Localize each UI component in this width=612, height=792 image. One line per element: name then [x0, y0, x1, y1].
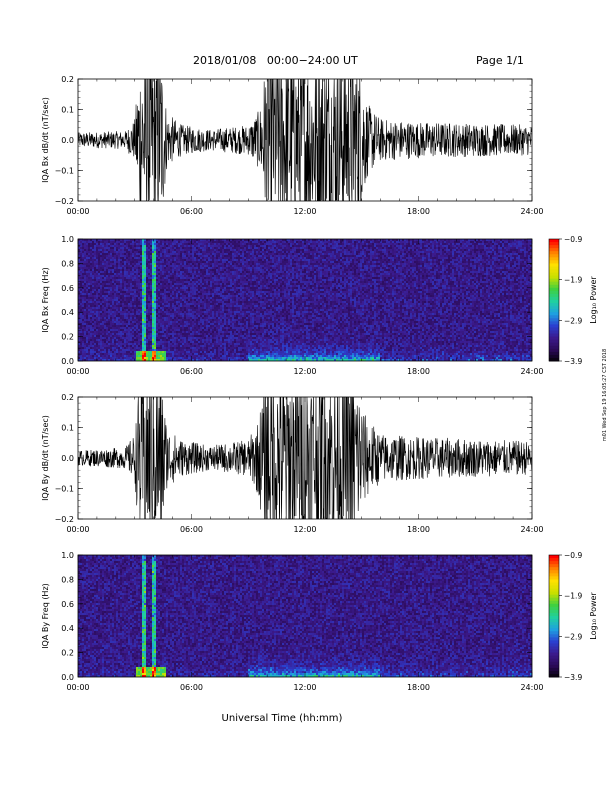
- x-tick-label: 00:00: [66, 367, 89, 376]
- date-range-title: 2018/01/08 00:00−24:00 UT: [193, 54, 358, 67]
- y-tick-label: −0.1: [55, 167, 74, 176]
- panel-4: [77, 554, 562, 678]
- x-tick-label: 18:00: [407, 367, 430, 376]
- x-tick-label: 24:00: [520, 525, 543, 534]
- y-tick-label: 1.0: [61, 551, 74, 560]
- y-tick-label: 0.0: [61, 357, 74, 366]
- colorbar-label: Log₁₀ Power: [589, 276, 598, 324]
- y-tick-label: 0.6: [61, 600, 74, 609]
- colorbar: [548, 554, 562, 678]
- y-tick-label: −0.2: [55, 515, 74, 524]
- x-tick-label: 12:00: [293, 367, 316, 376]
- y-axis-label: IQA Bx Freq (Hz): [41, 267, 50, 333]
- trace-line: [78, 397, 532, 519]
- y-tick-label: 0.2: [61, 393, 74, 402]
- y-tick-label: 0.4: [61, 624, 74, 633]
- colorbar-tick-label: −1.9: [564, 276, 582, 285]
- x-tick-label: 24:00: [520, 683, 543, 692]
- y-tick-label: 0.0: [61, 136, 74, 145]
- y-tick-label: 0.2: [61, 333, 74, 342]
- x-tick-label: 12:00: [293, 207, 316, 216]
- y-tick-label: −0.2: [55, 197, 74, 206]
- y-axis-label: IQA Bx dB/dt (nT/sec): [41, 97, 50, 183]
- x-tick-label: 00:00: [66, 525, 89, 534]
- spectrogram: [78, 555, 532, 677]
- x-tick-label: 00:00: [66, 683, 89, 692]
- colorbar-tick-label: −3.9: [564, 673, 582, 682]
- colorbar-tick-label: −3.9: [564, 357, 582, 366]
- colorbar-tick-label: −1.9: [564, 592, 582, 601]
- x-tick-label: 12:00: [293, 683, 316, 692]
- x-tick-label: 06:00: [180, 525, 203, 534]
- y-tick-label: 0.4: [61, 308, 74, 317]
- panel-2: [77, 238, 562, 362]
- y-tick-label: −0.1: [55, 485, 74, 494]
- y-tick-label: 0.6: [61, 284, 74, 293]
- y-axis-label: IQA By Freq (Hz): [41, 583, 50, 649]
- x-tick-label: 18:00: [407, 683, 430, 692]
- y-tick-label: 0.1: [61, 424, 74, 433]
- x-tick-label: 24:00: [520, 367, 543, 376]
- spectrogram: [78, 239, 532, 361]
- page-indicator: Page 1/1: [476, 54, 524, 67]
- panel-1: [77, 78, 533, 202]
- colorbar-tick-label: −0.9: [564, 235, 582, 244]
- colorbar-label: Log₁₀ Power: [589, 592, 598, 640]
- y-axis-label: IQA By dB/dt (nT/sec): [41, 415, 50, 501]
- y-tick-label: 0.8: [61, 575, 74, 584]
- x-axis-label: Universal Time (hh:mm): [222, 713, 343, 724]
- x-tick-label: 24:00: [520, 207, 543, 216]
- colorbar-tick-label: −2.9: [564, 316, 582, 325]
- y-tick-label: 0.0: [61, 673, 74, 682]
- trace-line: [78, 79, 532, 201]
- colorbar-tick-label: −0.9: [564, 551, 582, 560]
- panel-3: [77, 396, 533, 520]
- x-tick-label: 06:00: [180, 207, 203, 216]
- colorbar: [548, 238, 562, 362]
- side-stamp: m01 Wed Sep 19 16:05:27 CST 2018: [602, 349, 608, 441]
- x-tick-label: 00:00: [66, 207, 89, 216]
- y-tick-label: 0.1: [61, 106, 74, 115]
- x-tick-label: 18:00: [407, 525, 430, 534]
- y-tick-label: 1.0: [61, 235, 74, 244]
- x-tick-label: 06:00: [180, 367, 203, 376]
- x-tick-label: 06:00: [180, 683, 203, 692]
- y-tick-label: 0.2: [61, 75, 74, 84]
- colorbar-tick-label: −2.9: [564, 632, 582, 641]
- x-tick-label: 18:00: [407, 207, 430, 216]
- y-tick-label: 0.2: [61, 649, 74, 658]
- y-tick-label: 0.0: [61, 454, 74, 463]
- y-tick-label: 0.8: [61, 259, 74, 268]
- x-tick-label: 12:00: [293, 525, 316, 534]
